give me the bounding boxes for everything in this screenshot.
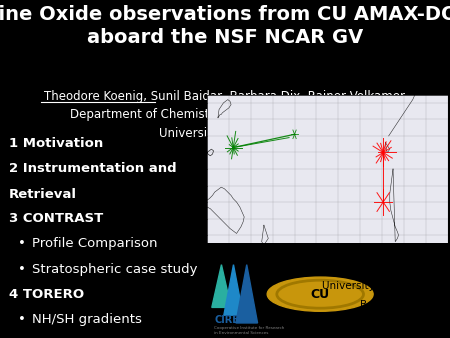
Text: Profile Comparison: Profile Comparison	[32, 237, 157, 250]
X-axis label: Longitude [°East]: Longitude [°East]	[303, 258, 351, 262]
Text: NH/SH gradients: NH/SH gradients	[32, 313, 141, 326]
Text: Department of Chemistry and Biochemistry & CIRES: Department of Chemistry and Biochemistry…	[70, 108, 380, 121]
Polygon shape	[212, 265, 231, 308]
Polygon shape	[236, 265, 257, 323]
Text: University of Colorado: University of Colorado	[159, 127, 291, 140]
Text: 3 CONTRAST: 3 CONTRAST	[9, 212, 103, 225]
Text: 4 TORERO: 4 TORERO	[9, 288, 84, 301]
Text: Iodine Oxide observations from CU AMAX-DOAS
aboard the NSF NCAR GV: Iodine Oxide observations from CU AMAX-D…	[0, 5, 450, 47]
Text: •: •	[18, 263, 26, 275]
Circle shape	[267, 277, 373, 311]
Text: •: •	[18, 313, 26, 326]
Y-axis label: Latitude [°North]: Latitude [°North]	[185, 146, 190, 192]
Text: CIRES: CIRES	[214, 315, 246, 325]
Text: Cooperative Institute for Research
in Environmental Sciences: Cooperative Institute for Research in En…	[214, 326, 284, 335]
Polygon shape	[224, 265, 243, 315]
Text: •: •	[18, 237, 26, 250]
Text: CU: CU	[310, 288, 330, 301]
Text: 1 Motivation: 1 Motivation	[9, 137, 103, 150]
Text: 2 Instrumentation and: 2 Instrumentation and	[9, 162, 176, 175]
Text: Stratospheric case study: Stratospheric case study	[32, 263, 197, 275]
Text: Theodore Koenig, Sunil Baidar, Barbara Dix, Rainer Volkamer: Theodore Koenig, Sunil Baidar, Barbara D…	[45, 90, 405, 102]
Text: Boulder: Boulder	[360, 300, 400, 310]
Text: University of Colorado: University of Colorado	[322, 282, 438, 291]
Text: Retrieval: Retrieval	[9, 188, 77, 200]
